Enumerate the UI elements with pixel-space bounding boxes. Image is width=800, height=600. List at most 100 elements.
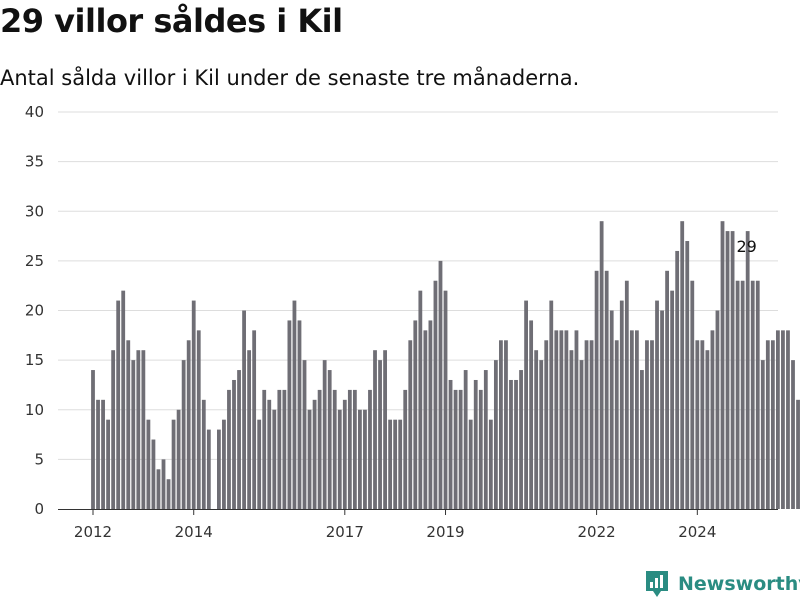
bar (151, 439, 156, 509)
bar (282, 389, 287, 509)
x-tick-label: 2014 (175, 523, 213, 541)
bar (373, 350, 377, 509)
bar (171, 419, 176, 509)
bar (685, 241, 690, 509)
latest-value-label: 29 (737, 237, 757, 256)
x-tick-label: 2024 (678, 523, 716, 541)
bar (136, 350, 141, 509)
bar (448, 379, 453, 509)
newsworthy-logo: Newsworthy (644, 569, 800, 599)
bar (645, 340, 649, 509)
bar (398, 419, 403, 509)
bar (755, 280, 760, 509)
bar (640, 370, 644, 509)
bar (468, 419, 473, 509)
bar (493, 360, 498, 509)
bar (629, 330, 634, 509)
y-tick-label: 10 (25, 401, 44, 419)
bar (131, 360, 136, 509)
y-tick-label: 15 (25, 351, 44, 369)
bar (237, 370, 241, 509)
y-tick-label: 40 (25, 103, 44, 121)
bar (327, 370, 332, 509)
bar (297, 320, 302, 509)
bar (201, 399, 206, 509)
bar (670, 290, 675, 509)
x-tick-label: 2022 (578, 523, 616, 541)
bar (242, 310, 246, 509)
bar (277, 389, 282, 509)
bar (609, 310, 614, 509)
x-tick-label: 2019 (426, 523, 464, 541)
bar (735, 280, 740, 509)
bar (594, 270, 599, 509)
bar (655, 300, 659, 509)
bar (317, 389, 322, 509)
x-tick-label: 2017 (326, 523, 364, 541)
bar (554, 330, 559, 509)
y-tick-label: 25 (25, 252, 44, 270)
bar (423, 330, 428, 509)
bar (262, 389, 267, 509)
bar (206, 429, 211, 509)
bar (332, 389, 337, 509)
brand-name: Newsworthy (678, 573, 800, 595)
bar (715, 310, 720, 509)
bar (514, 379, 518, 509)
bar (796, 399, 800, 509)
bar (614, 340, 619, 509)
bar (624, 280, 629, 509)
bar (680, 221, 685, 510)
bar (403, 389, 408, 509)
bar (126, 340, 131, 509)
bar (544, 340, 549, 509)
bar (634, 330, 639, 509)
bar (775, 330, 780, 509)
y-tick-label: 5 (34, 450, 44, 468)
bar (665, 270, 670, 509)
bar (232, 379, 236, 509)
y-tick-label: 20 (25, 302, 44, 320)
bar (559, 330, 564, 509)
bar (705, 350, 710, 509)
bar (781, 330, 785, 509)
bar (156, 469, 161, 509)
bar (786, 330, 790, 509)
bar (378, 360, 382, 509)
bar (660, 310, 664, 509)
bar (106, 419, 111, 509)
bar (458, 389, 463, 509)
bar (141, 350, 146, 509)
bar (725, 231, 730, 509)
bar (302, 360, 307, 509)
bar (745, 231, 750, 509)
bar (529, 320, 534, 509)
bar (146, 419, 151, 509)
bar (574, 330, 579, 509)
bar (791, 360, 795, 509)
gridlines (58, 111, 778, 460)
bar (569, 350, 574, 509)
bar (388, 419, 393, 509)
bar (584, 340, 589, 509)
bar (499, 340, 503, 509)
bar (418, 290, 423, 509)
bar (675, 250, 680, 509)
bar (347, 389, 352, 509)
bar (272, 409, 277, 509)
bar (96, 399, 100, 509)
bar (196, 330, 201, 509)
bar (519, 370, 523, 509)
bar (488, 419, 493, 509)
bar (267, 399, 272, 509)
bar-chart: 0 5 10 15 20 25 30 35 40 2012 2014 2017 2019 2022 2024… (25, 103, 800, 541)
bar (181, 360, 186, 509)
bar (730, 231, 735, 509)
bar (222, 419, 226, 509)
y-tick-label: 0 (34, 500, 44, 518)
bar (91, 370, 95, 509)
bar (393, 419, 398, 509)
bar (217, 429, 221, 509)
bar (121, 290, 126, 509)
bar (483, 370, 488, 509)
